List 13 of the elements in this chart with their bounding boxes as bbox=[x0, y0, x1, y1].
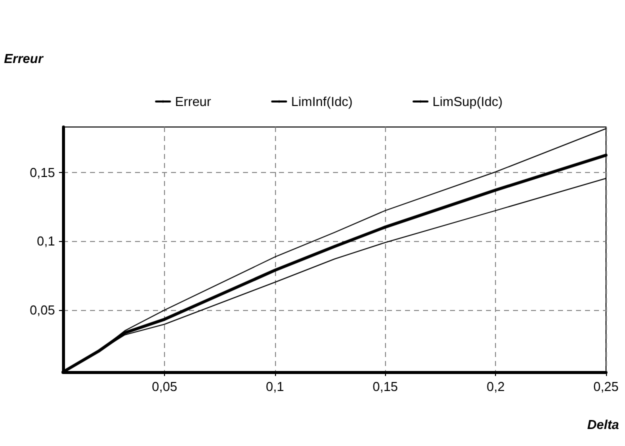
legend-label: LimInf(Idc) bbox=[291, 94, 353, 109]
x-tick-label: 0,25 bbox=[593, 379, 619, 394]
x-tick-label: 0,2 bbox=[486, 379, 505, 394]
y-axis-title: Erreur bbox=[4, 51, 44, 66]
legend-label: Erreur bbox=[175, 94, 212, 109]
x-axis-title: Delta bbox=[587, 417, 620, 432]
y-tick-label: 0,15 bbox=[30, 164, 55, 180]
x-tick-label: 0,05 bbox=[152, 379, 178, 394]
y-tick-label: 0,05 bbox=[30, 302, 55, 318]
x-tick-label: 0,15 bbox=[372, 379, 398, 394]
y-tick-label: 0,1 bbox=[36, 234, 55, 249]
legend-label: LimSup(Idc) bbox=[432, 94, 503, 109]
x-tick-label: 0,1 bbox=[266, 379, 284, 394]
